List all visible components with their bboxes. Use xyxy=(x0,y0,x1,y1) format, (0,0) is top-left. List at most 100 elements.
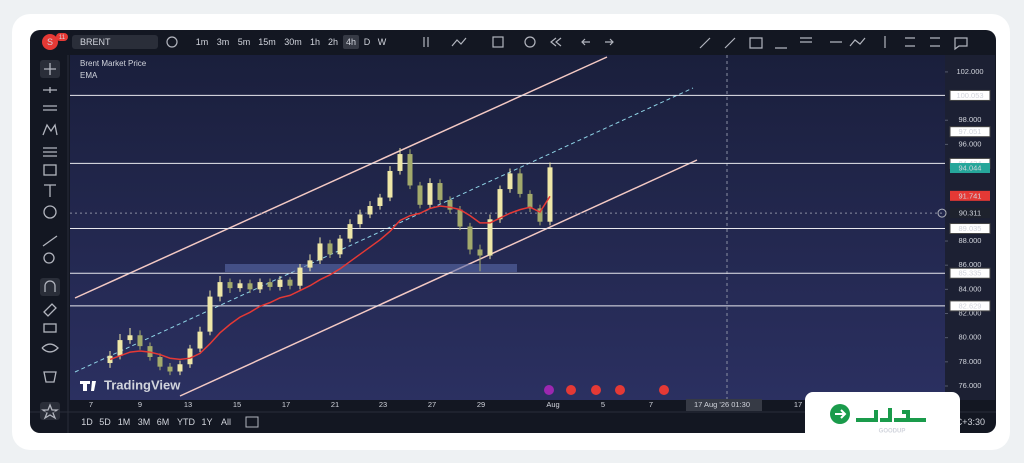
range-button[interactable]: 6M xyxy=(157,417,170,427)
candle-body xyxy=(487,219,493,256)
interval-button[interactable]: W xyxy=(378,37,387,47)
channel-middle xyxy=(74,87,694,373)
logo-text: GOODUP xyxy=(879,429,906,435)
date-range-icon[interactable] xyxy=(245,416,259,428)
candle-body xyxy=(547,167,553,222)
channel-lower xyxy=(179,159,698,397)
candle-body xyxy=(277,279,283,287)
avatar-letter: S xyxy=(47,37,53,47)
level-tag xyxy=(949,223,991,235)
x-tick-label: 5 xyxy=(601,400,605,409)
x-tick-label: 17 xyxy=(794,400,802,409)
logo-box xyxy=(805,392,960,442)
candle-body xyxy=(117,340,123,356)
symbol-search[interactable] xyxy=(72,35,158,49)
candle-body xyxy=(527,193,533,209)
interval-button[interactable]: 1m xyxy=(196,37,209,47)
candle-body xyxy=(197,331,203,349)
level-label: 85.335 xyxy=(959,269,982,278)
interval-button[interactable]: 2h xyxy=(328,37,338,47)
watermark: TradingView xyxy=(104,377,181,392)
candle-body xyxy=(537,208,543,222)
y-tick-label: 86.000 xyxy=(959,260,982,269)
channel-upper xyxy=(74,56,608,299)
candle-body xyxy=(377,197,383,206)
y-tick-label: 88.000 xyxy=(959,236,982,245)
candle-body xyxy=(517,173,523,194)
x-tick-label: 23 xyxy=(379,400,387,409)
candle-body xyxy=(427,183,433,205)
y-tick-label: 102.000 xyxy=(956,67,983,76)
interval-button[interactable]: 15m xyxy=(258,37,276,47)
candle-body xyxy=(437,183,443,200)
level-label: 82.629 xyxy=(959,301,982,310)
interval-button[interactable]: 5m xyxy=(238,37,251,47)
legend-title: Brent Market Price xyxy=(80,59,147,68)
price-tag-label: 90.311 xyxy=(959,209,981,218)
x-tick-label: 17 xyxy=(282,400,290,409)
crosshair-plus[interactable] xyxy=(937,208,947,218)
candle-body xyxy=(327,243,333,255)
candle-body xyxy=(237,283,243,289)
y-tick-label: 84.000 xyxy=(959,284,982,293)
x-tick-label: Aug xyxy=(546,400,559,409)
x-tick-label: 7 xyxy=(649,400,653,409)
interval-button[interactable]: 3m xyxy=(217,37,230,47)
candle-body xyxy=(127,335,133,341)
x-tick-label: 27 xyxy=(428,400,436,409)
range-button[interactable]: All xyxy=(221,417,231,427)
level-label: 100.053 xyxy=(956,91,983,100)
range-button[interactable]: 5D xyxy=(99,417,111,427)
candle-body xyxy=(357,214,363,225)
candle-body xyxy=(297,267,303,286)
candle-body xyxy=(417,185,423,205)
candle-body xyxy=(307,260,313,268)
candle-body xyxy=(187,348,193,365)
badge-count: 11 xyxy=(59,35,66,41)
range-button[interactable]: 1M xyxy=(118,417,131,427)
y-tick-label: 96.000 xyxy=(959,139,982,148)
y-tick-label: 98.000 xyxy=(959,115,982,124)
candle-body xyxy=(447,199,453,210)
logo-mark xyxy=(830,404,926,424)
ema-line xyxy=(109,195,551,361)
left-toolbar[interactable] xyxy=(40,60,60,420)
interval-button[interactable]: D xyxy=(364,37,371,47)
price-tag-label: 97.051 xyxy=(959,127,982,136)
badge xyxy=(56,33,68,41)
x-tick-label: 13 xyxy=(184,400,192,409)
range-button[interactable]: 1D xyxy=(81,417,93,427)
x-tick-label: 17 Aug '26 01:30 xyxy=(694,400,750,409)
x-tick-label: 7 xyxy=(89,400,93,409)
price-tag-label: 91.741 xyxy=(959,191,982,200)
interval-button[interactable]: 1h xyxy=(310,37,320,47)
zone-box xyxy=(225,264,517,272)
watermark-logo xyxy=(80,381,96,391)
candle-body xyxy=(397,154,403,171)
interval-button[interactable]: 30m xyxy=(284,37,302,47)
candle-body xyxy=(477,249,483,256)
range-button[interactable]: YTD xyxy=(177,417,196,427)
candle-body xyxy=(177,364,183,372)
top-tools[interactable] xyxy=(166,36,968,51)
range-button[interactable]: 3M xyxy=(138,417,151,427)
legend-indicator: EMA xyxy=(80,71,98,80)
price-tag-label: 94.044 xyxy=(959,164,982,173)
timezone[interactable]: UTC+3:30 xyxy=(944,417,985,427)
price-tag xyxy=(950,208,990,219)
candle-body xyxy=(337,238,343,255)
candle-body xyxy=(407,154,413,186)
plot-area xyxy=(70,55,945,400)
y-tick-label: 80.000 xyxy=(959,333,982,342)
range-button[interactable]: 1Y xyxy=(201,417,212,427)
candle-body xyxy=(497,189,503,220)
symbol: BRENT xyxy=(80,37,111,47)
candle-body xyxy=(347,224,353,239)
candle-body xyxy=(287,279,293,286)
candle-body xyxy=(207,296,213,332)
interval-button[interactable]: 4h xyxy=(346,37,356,47)
x-tick-label: 15 xyxy=(233,400,241,409)
avatar[interactable] xyxy=(42,34,58,50)
candle-body xyxy=(167,366,173,372)
